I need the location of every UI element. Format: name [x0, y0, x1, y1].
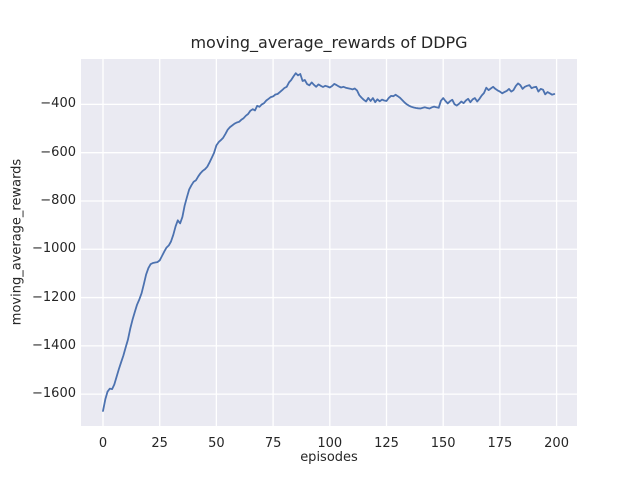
y-tick-label: −1000	[32, 241, 76, 257]
reward-line	[102, 72, 556, 412]
chart-title: moving_average_rewards of DDPG	[190, 33, 468, 52]
x-tick-label: 75	[264, 436, 282, 451]
x-tick-label: 150	[430, 436, 456, 451]
x-tick-label: 100	[317, 436, 343, 451]
x-axis-label: episodes	[300, 450, 358, 465]
axes-background	[81, 59, 577, 426]
x-tick-label: 0	[98, 436, 108, 451]
x-tick-label: 200	[544, 436, 569, 451]
y-tick-label: −1600	[32, 386, 76, 402]
x-tick-label: 25	[151, 436, 168, 451]
y-tick-label: −1400	[32, 337, 76, 353]
y-tick-label: −800	[40, 192, 76, 208]
x-tick-label: 50	[208, 436, 225, 451]
x-tick-label: 175	[487, 436, 513, 451]
y-tick-label: −400	[40, 96, 76, 112]
y-tick-label: −600	[40, 144, 76, 160]
x-tick-label: 125	[374, 436, 399, 451]
y-tick-label: −1200	[32, 289, 76, 305]
